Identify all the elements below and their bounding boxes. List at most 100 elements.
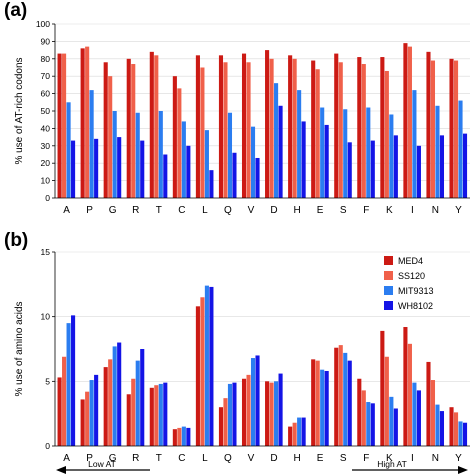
bar-a-n-med4 [426,51,431,199]
bar-a-c-ss120 [177,88,182,198]
bar-a-i-wh8102 [416,145,421,198]
bar-a-r-med4 [126,58,131,198]
panel-b-y-tick-label: 0 [45,441,50,451]
bar-a-h-med4 [288,55,293,198]
bar-b-s-med4 [334,347,339,446]
panel-b-legend: MED4 SS120 MIT9313 WH8102 [384,256,434,311]
bar-b-n-mit9313 [435,404,440,446]
panel-b-x-tick-label: D [270,453,277,464]
bar-b-h-wh8102 [301,417,306,446]
panel-a-y-tick-label: 10 [41,176,51,186]
legend-swatch-med4 [384,256,393,265]
bar-a-s-med4 [334,53,339,198]
panel-b-x-tick-label: S [340,453,347,464]
bar-a-r-mit9313 [135,112,140,198]
panel-b-y-tick-label: 15 [41,247,51,257]
panel-a-x-tick-label: P [86,205,93,216]
bar-b-f-ss120 [361,390,366,446]
bar-a-f-mit9313 [366,107,371,198]
panel-b-x-tick-label: K [386,453,393,464]
bar-b-f-mit9313 [366,402,371,446]
low-at-label: Low AT [88,459,116,469]
bar-a-h-ss120 [292,58,297,198]
panel-b-x-tick-label: C [178,453,185,464]
bar-a-n-wh8102 [439,135,445,198]
bar-a-t-med4 [149,51,154,199]
bar-b-q-med4 [218,407,224,446]
bar-b-y-ss120 [453,412,459,446]
bar-a-e-ss120 [315,69,320,199]
bar-b-e-ss120 [315,360,320,446]
panel-b-x-tick-label: G [109,453,117,464]
bar-a-l-mit9313 [204,130,209,198]
bar-a-s-mit9313 [343,109,348,198]
panel-b-label: (b) [4,230,28,251]
bar-a-y-ss120 [453,60,459,198]
bar-b-r-med4 [126,394,131,446]
bar-b-s-mit9313 [343,352,348,446]
panel-b-x-tick-label: T [156,453,162,464]
panel-a-x-tick-label: C [178,205,185,216]
bar-a-k-ss120 [384,70,389,198]
bar-b-f-med4 [357,378,362,446]
bar-a-r-wh8102 [140,140,145,198]
panel-a-grid [55,23,470,181]
panel-b-x-tick-label: L [202,453,208,464]
bar-a-c-med4 [172,76,177,198]
bar-b-p-ss120 [85,391,90,446]
bar-b-q-mit9313 [227,383,233,446]
bar-a-y-mit9313 [458,100,463,198]
bar-a-p-mit9313 [89,90,94,198]
bar-b-l-med4 [195,306,200,446]
panel-a-y-tick-label: 60 [41,89,51,99]
bar-b-l-ss120 [200,297,205,446]
bar-b-y-wh8102 [462,422,468,446]
bar-a-p-ss120 [85,46,90,199]
legend-swatch-ss120 [384,271,393,280]
bar-a-p-med4 [80,48,85,198]
bar-b-h-ss120 [292,422,297,446]
bar-b-n-ss120 [430,380,436,446]
panel-a: (a) 0 10 20 30 40 50 60 70 80 90 100 A P G R T C L Q V D H E S… [4,0,470,216]
high-at-arrowhead [458,466,468,474]
bar-a-e-mit9313 [320,107,325,198]
bar-b-t-med4 [149,387,154,446]
bar-b-v-mit9313 [250,358,256,446]
bar-a-k-med4 [380,57,385,199]
bar-b-a-ss120 [62,356,67,446]
panel-b-x-tick-label: Y [455,453,462,464]
panel-a-x-tick-label: T [156,205,162,216]
bar-a-g-med4 [103,62,108,198]
panel-a-y-tick-label: 100 [36,19,50,29]
bar-a-n-mit9313 [435,105,440,198]
bar-a-d-mit9313 [274,83,279,198]
bar-b-t-mit9313 [158,383,163,446]
bar-a-v-wh8102 [255,157,260,198]
panel-b-x-tick-label: P [86,453,93,464]
bar-a-f-wh8102 [370,140,375,198]
bar-b-e-mit9313 [320,369,325,446]
panel-b-y-ticks: 0 5 10 15 [41,247,55,451]
panel-a-x-tick-label: Q [224,205,232,216]
bar-a-g-wh8102 [117,137,122,198]
bar-b-c-med4 [172,429,177,446]
panel-b-x-tick-label: H [293,453,300,464]
panel-a-y-ticks: 0 10 20 30 40 50 60 70 80 90 100 [36,19,55,203]
bar-b-n-med4 [426,361,431,446]
bar-b-l-wh8102 [209,286,214,446]
low-at-annotation: Low AT [56,459,150,474]
bar-a-d-wh8102 [278,105,283,198]
panel-a-x-tick-label: K [386,205,393,216]
bar-b-t-wh8102 [163,382,168,446]
panel-a-y-tick-label: 30 [41,141,51,151]
bar-b-v-wh8102 [255,355,260,446]
panel-b-x-tick-label: Q [224,453,232,464]
panel-a-x-tick-label: F [363,205,369,216]
panel-b-y-axis-title: % use of amino acids [14,301,25,396]
panel-a-y-tick-label: 50 [41,106,51,116]
bar-b-a-mit9313 [66,323,71,446]
bar-a-a-med4 [57,53,62,198]
bar-a-f-med4 [357,57,362,199]
